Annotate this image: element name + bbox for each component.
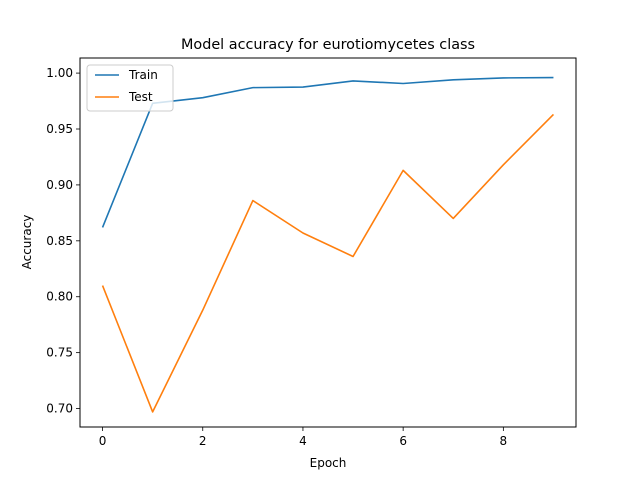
y-axis-label: Accuracy	[20, 215, 34, 270]
x-axis: 0 2 4 6 8	[99, 427, 507, 448]
y-axis: 0.70 0.75 0.80 0.85 0.90 0.95 1.00	[46, 66, 80, 416]
legend-label-train: Train	[128, 68, 158, 82]
x-axis-label: Epoch	[310, 456, 347, 470]
legend: Train Test	[86, 64, 174, 112]
y-tick-label: 1.00	[46, 66, 73, 80]
y-tick-label: 0.90	[46, 178, 73, 192]
legend-box	[86, 64, 174, 112]
x-tick-label: 4	[299, 434, 307, 448]
y-tick-label: 0.70	[46, 402, 73, 416]
y-tick-label: 0.75	[46, 346, 73, 360]
x-tick-label: 8	[500, 434, 508, 448]
x-tick-label: 2	[199, 434, 207, 448]
series-line-train	[101, 76, 554, 228]
series-line-test	[101, 113, 555, 413]
x-tick-label: 0	[99, 434, 107, 448]
chart-title: Model accuracy for eurotiomycetes class	[181, 37, 475, 53]
x-tick-label: 6	[399, 434, 407, 448]
y-tick-label: 0.95	[46, 122, 73, 136]
legend-label-test: Test	[128, 90, 153, 104]
plot-frame	[79, 57, 577, 428]
y-tick-label: 0.85	[46, 234, 73, 248]
series-layer	[101, 76, 555, 413]
y-tick-label: 0.80	[46, 290, 73, 304]
